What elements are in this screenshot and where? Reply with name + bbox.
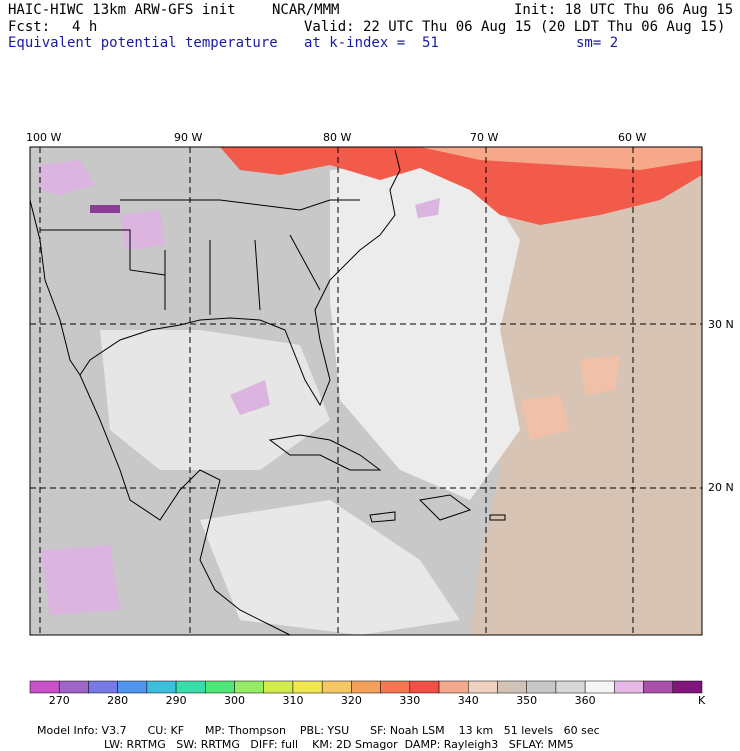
model-title: HAIC-HIWC 13km ARW-GFS init bbox=[8, 2, 236, 18]
colorbar-swatch bbox=[672, 680, 703, 694]
colorbar-tick-label: 350 bbox=[516, 694, 538, 707]
valid-time: Valid: 22 UTC Thu 06 Aug 15 (20 LDT Thu … bbox=[304, 19, 726, 35]
field-lavender-patch bbox=[120, 210, 165, 250]
cuba-outline bbox=[268, 434, 382, 471]
map-frame bbox=[29, 146, 703, 636]
field-warm-band bbox=[220, 147, 702, 225]
colorbar-swatch bbox=[263, 680, 294, 694]
state-border bbox=[164, 234, 321, 315]
colorbar-swatch bbox=[351, 680, 381, 694]
colorbar-tick-label: 330 bbox=[399, 694, 421, 707]
field-light-caribbean bbox=[200, 500, 460, 635]
colorbar-tick-label: 340 bbox=[457, 694, 479, 707]
lon-label-60w: 60 W bbox=[618, 131, 647, 144]
colorbar-tick-label: 280 bbox=[107, 694, 129, 707]
footer-resolution: 13 km bbox=[458, 724, 494, 737]
level-index: at k-index = 51 bbox=[304, 35, 439, 51]
colorbar-tick-label: 270 bbox=[48, 694, 70, 707]
colorbar-tick-label: 300 bbox=[224, 694, 246, 707]
jamaica-outline bbox=[369, 511, 396, 523]
lat-label-30n: 30 N bbox=[708, 318, 734, 331]
colorbar-swatch bbox=[584, 680, 615, 694]
footer-line-2: LW: RRTMG SW: RRTMG DIFF: full KM: 2D Sm… bbox=[97, 725, 574, 751]
field-lavender-patch bbox=[40, 545, 120, 615]
colorbar-swatch bbox=[175, 680, 206, 694]
footer-timestep: 60 sec bbox=[563, 724, 600, 737]
colorbar-swatch bbox=[409, 680, 440, 694]
lon-label-70w: 70 W bbox=[470, 131, 499, 144]
field-lavender-patch bbox=[38, 160, 95, 195]
forecast-label: Fcst: bbox=[8, 19, 51, 35]
field-light-atlantic bbox=[330, 160, 520, 500]
colorbar-swatch bbox=[117, 680, 148, 694]
footer-model-info: Model Info: V3.7 bbox=[37, 724, 127, 737]
colorbar-swatch bbox=[321, 680, 352, 694]
colorbar bbox=[29, 680, 703, 694]
field-light-gulf bbox=[100, 330, 330, 470]
colorbar-swatch bbox=[468, 680, 498, 694]
footer-pbl: PBL: YSU bbox=[299, 724, 350, 737]
hispaniola-outline bbox=[418, 494, 472, 521]
field-salmon-blob bbox=[520, 395, 570, 440]
colorbar-swatch bbox=[29, 680, 60, 694]
colorbar-swatch bbox=[555, 680, 586, 694]
footer-cu: CU: KF bbox=[147, 724, 185, 737]
colorbar-swatch bbox=[58, 680, 89, 694]
field-lavender-patch bbox=[415, 198, 440, 218]
lon-label-90w: 90 W bbox=[174, 131, 203, 144]
puerto-rico-outline bbox=[489, 514, 506, 521]
theta-e-field bbox=[30, 147, 702, 635]
colorbar-swatch bbox=[643, 680, 674, 694]
lon-label-80w: 80 W bbox=[323, 131, 352, 144]
lon-label-100w: 100 W bbox=[26, 131, 62, 144]
lat-lon-grid bbox=[30, 147, 702, 635]
us-coastline bbox=[29, 149, 401, 407]
colorbar-swatch bbox=[234, 680, 264, 694]
colorbar-tick-label: 310 bbox=[282, 694, 304, 707]
colorbar-unit: K bbox=[698, 694, 706, 707]
colorbar-swatch bbox=[88, 680, 118, 694]
colorbar-swatch bbox=[614, 680, 644, 694]
colorbar-tick-label: 290 bbox=[165, 694, 187, 707]
field-name: Equivalent potential temperature bbox=[8, 35, 278, 51]
field-salmon-blob bbox=[580, 355, 620, 395]
colorbar-swatch bbox=[292, 680, 323, 694]
colorbar-swatch bbox=[438, 680, 469, 694]
colorbar-tick-label: 320 bbox=[340, 694, 362, 707]
footer-sf: SF: Noah LSM bbox=[370, 724, 445, 737]
field-purple-spot bbox=[90, 205, 120, 213]
colorbar-swatch bbox=[146, 680, 177, 694]
forecast-hours: 4 h bbox=[72, 19, 98, 35]
colorbar-swatch bbox=[497, 680, 527, 694]
mexico-coastline bbox=[79, 374, 291, 636]
colorbar-tick-label: 360 bbox=[574, 694, 596, 707]
field-lavender-patch bbox=[230, 380, 270, 415]
colorbar-swatch bbox=[526, 680, 557, 694]
org-label: NCAR/MMM bbox=[272, 2, 340, 18]
footer-line-1: Model Info: V3.7 CU: KF MP: Thompson PBL… bbox=[30, 711, 600, 737]
colorbar-swatch bbox=[205, 680, 235, 694]
field-salmon-band bbox=[420, 147, 702, 170]
smoothing-value: sm= 2 bbox=[576, 35, 619, 51]
init-time: Init: 18 UTC Thu 06 Aug 15 bbox=[514, 2, 734, 18]
lat-label-20n: 20 N bbox=[708, 481, 734, 494]
state-border bbox=[120, 199, 360, 211]
footer-mp: MP: Thompson bbox=[205, 724, 286, 737]
colorbar-swatch bbox=[380, 680, 411, 694]
state-border bbox=[40, 229, 166, 276]
footer-levels: 51 levels bbox=[503, 724, 554, 737]
coastlines bbox=[29, 149, 506, 636]
